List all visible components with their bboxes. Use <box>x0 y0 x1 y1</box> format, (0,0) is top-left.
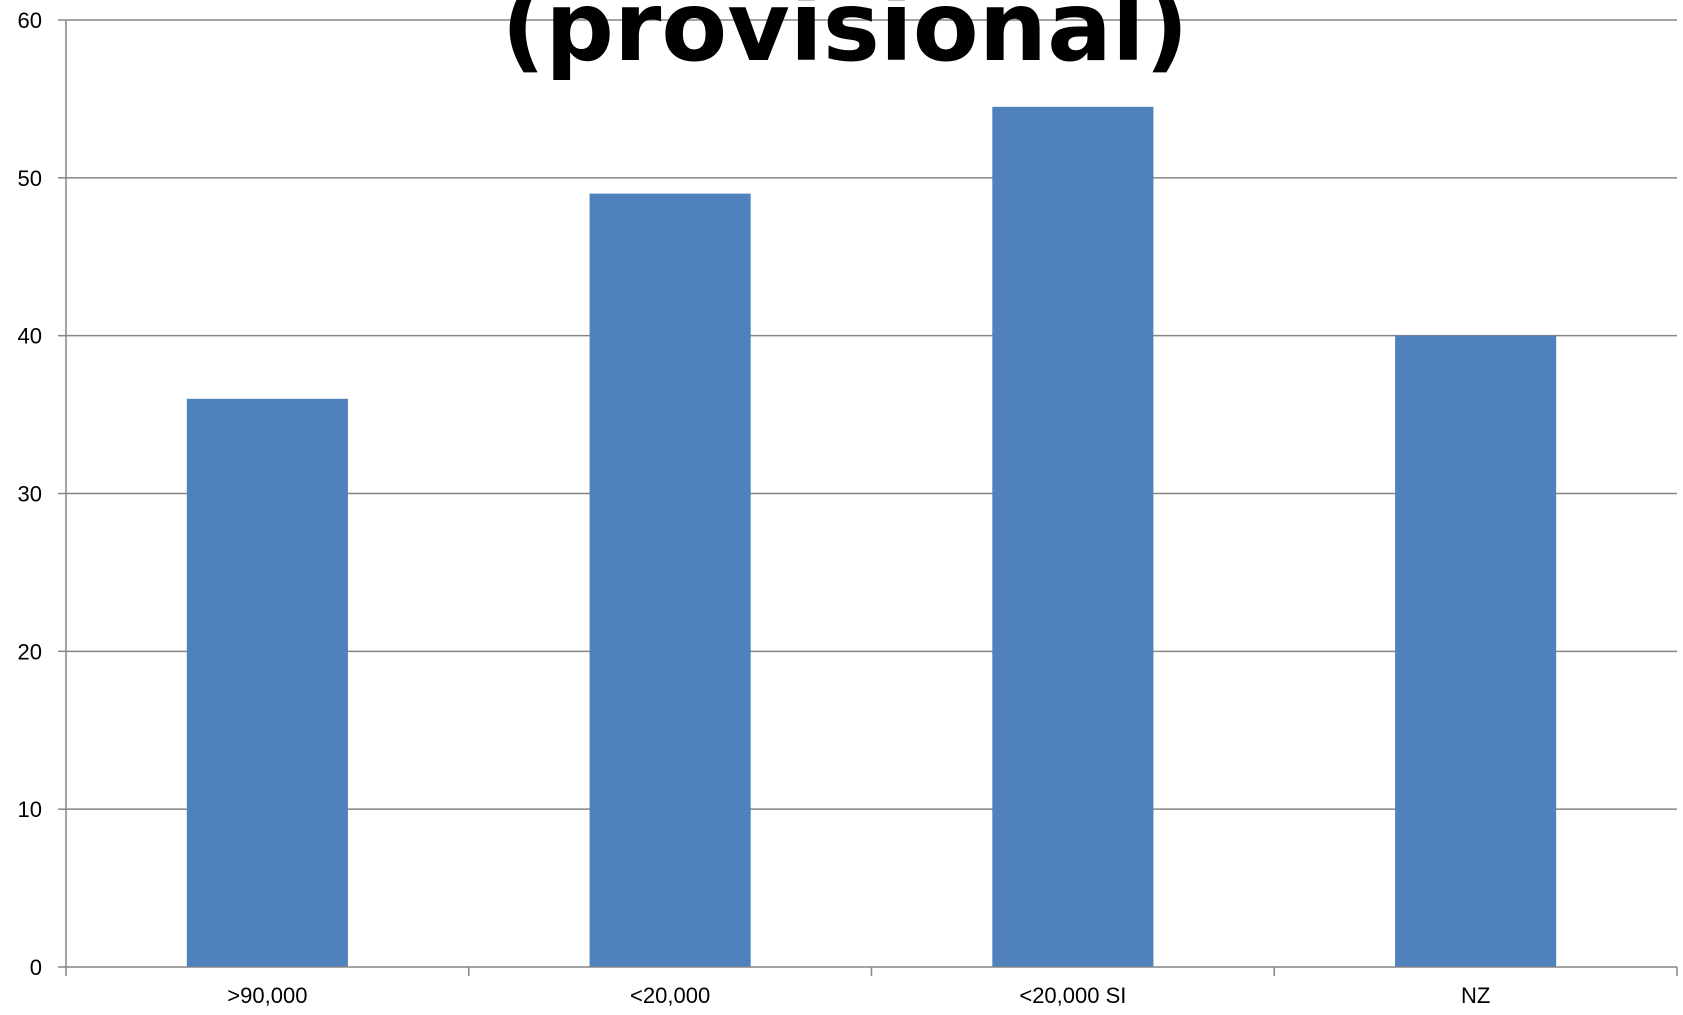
y-tick-label: 60 <box>18 8 42 33</box>
x-tick-label: NZ <box>1461 983 1490 1008</box>
bar <box>186 398 348 967</box>
y-tick-label: 0 <box>30 955 42 980</box>
y-tick-labels: 0 10 20 30 40 50 60 <box>18 8 42 980</box>
x-tick-label: <20,000 SI <box>1019 983 1126 1008</box>
x-tick-labels: >90,000 <20,000 <20,000 SI NZ <box>227 983 1490 1008</box>
bar <box>992 106 1154 967</box>
y-tick-label: 30 <box>18 482 42 507</box>
x-tick-label: >90,000 <box>227 983 307 1008</box>
x-tick-label: <20,000 <box>630 983 710 1008</box>
axes <box>58 19 1678 976</box>
y-tick-label: 10 <box>18 797 42 822</box>
bar <box>1395 335 1557 968</box>
bar <box>589 193 751 967</box>
chart-title: (provisional) <box>501 0 1188 83</box>
bars <box>186 106 1557 968</box>
y-tick-label: 40 <box>18 324 42 349</box>
y-tick-label: 20 <box>18 639 42 664</box>
y-tick-label: 50 <box>18 166 42 191</box>
